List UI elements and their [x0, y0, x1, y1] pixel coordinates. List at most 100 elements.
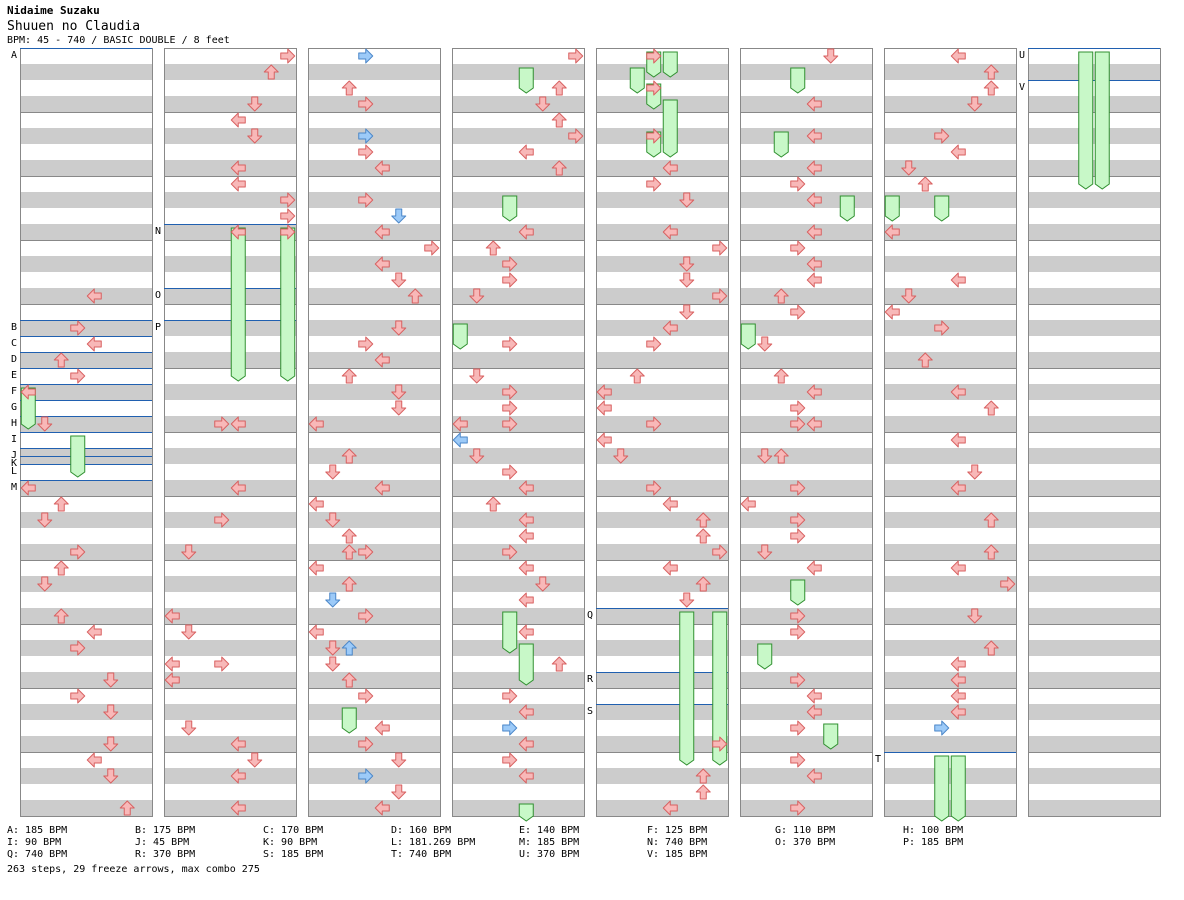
dance-arrow-icon	[662, 320, 678, 336]
bpm-marker-label: I	[11, 434, 17, 445]
dance-arrow-icon	[679, 192, 695, 208]
dance-arrow-icon	[374, 224, 390, 240]
dance-arrow-icon	[358, 336, 374, 352]
dance-arrow-icon	[502, 336, 518, 352]
dance-arrow-icon	[391, 384, 407, 400]
dance-arrow-icon	[358, 768, 374, 784]
dance-arrow-icon	[790, 480, 806, 496]
dance-arrow-icon	[214, 656, 230, 672]
dance-arrow-icon	[518, 624, 534, 640]
dance-arrow-icon	[374, 256, 390, 272]
dance-arrow-icon	[695, 512, 711, 528]
dance-arrow-icon	[518, 592, 534, 608]
dance-arrow-icon	[86, 624, 102, 640]
dance-arrow-icon	[341, 448, 357, 464]
dance-arrow-icon	[502, 400, 518, 416]
dance-arrow-icon	[790, 240, 806, 256]
dance-arrow-icon	[37, 512, 53, 528]
dance-arrow-icon	[502, 272, 518, 288]
bpm-marker-label: V	[1019, 82, 1025, 93]
bpm-legend-entry: A: 185 BPM	[7, 825, 68, 836]
freeze-arrow-icon	[280, 227, 296, 382]
bpm-marker-label: L	[11, 466, 17, 477]
dance-arrow-icon	[341, 528, 357, 544]
dance-arrow-icon	[181, 624, 197, 640]
chart-column	[452, 48, 585, 817]
dance-arrow-icon	[679, 304, 695, 320]
freeze-arrow-icon	[884, 195, 900, 222]
dance-arrow-icon	[37, 576, 53, 592]
dance-arrow-icon	[950, 432, 966, 448]
dance-arrow-icon	[568, 48, 584, 64]
dance-arrow-icon	[568, 128, 584, 144]
bpm-legend-entry: K: 90 BPM	[263, 837, 318, 848]
dance-arrow-icon	[485, 240, 501, 256]
dance-arrow-icon	[358, 192, 374, 208]
dance-arrow-icon	[308, 416, 324, 432]
dance-arrow-icon	[551, 656, 567, 672]
dance-arrow-icon	[341, 640, 357, 656]
dance-arrow-icon	[695, 784, 711, 800]
dance-arrow-icon	[596, 432, 612, 448]
dance-arrow-icon	[391, 272, 407, 288]
freeze-arrow-icon	[502, 611, 518, 654]
dance-arrow-icon	[230, 416, 246, 432]
freeze-arrow-icon	[70, 435, 86, 478]
dance-arrow-icon	[469, 448, 485, 464]
dance-arrow-icon	[70, 544, 86, 560]
dance-arrow-icon	[37, 416, 53, 432]
dance-arrow-icon	[485, 496, 501, 512]
chart-meta: BPM: 45 - 740 / BASIC DOUBLE / 8 feet	[7, 35, 230, 46]
dance-arrow-icon	[967, 464, 983, 480]
bpm-legend-entry: I: 90 BPM	[7, 837, 62, 848]
dance-arrow-icon	[950, 48, 966, 64]
freeze-arrow-icon	[518, 643, 534, 686]
dance-arrow-icon	[950, 560, 966, 576]
freeze-arrow-icon	[230, 227, 246, 382]
dance-arrow-icon	[374, 160, 390, 176]
dance-arrow-icon	[280, 224, 296, 240]
dance-arrow-icon	[103, 704, 119, 720]
dance-arrow-icon	[325, 512, 341, 528]
dance-arrow-icon	[806, 224, 822, 240]
dance-arrow-icon	[806, 560, 822, 576]
dance-arrow-icon	[374, 352, 390, 368]
dance-arrow-icon	[629, 368, 645, 384]
dance-arrow-icon	[341, 80, 357, 96]
dance-arrow-icon	[983, 640, 999, 656]
dance-arrow-icon	[308, 560, 324, 576]
dance-arrow-icon	[502, 416, 518, 432]
dance-arrow-icon	[646, 176, 662, 192]
dance-arrow-icon	[391, 784, 407, 800]
dance-arrow-icon	[679, 592, 695, 608]
dance-arrow-icon	[806, 256, 822, 272]
dance-arrow-icon	[280, 208, 296, 224]
dance-arrow-icon	[358, 144, 374, 160]
dance-arrow-icon	[358, 608, 374, 624]
dance-arrow-icon	[325, 656, 341, 672]
dance-arrow-icon	[53, 352, 69, 368]
dance-arrow-icon	[712, 736, 728, 752]
bpm-marker-label: G	[11, 402, 17, 413]
dance-arrow-icon	[806, 688, 822, 704]
bpm-marker-label: C	[11, 338, 17, 349]
dance-arrow-icon	[806, 96, 822, 112]
bpm-marker-label: T	[875, 754, 881, 765]
dance-arrow-icon	[806, 416, 822, 432]
dance-arrow-icon	[551, 112, 567, 128]
dance-arrow-icon	[502, 384, 518, 400]
bpm-marker-label: N	[155, 226, 161, 237]
dance-arrow-icon	[518, 144, 534, 160]
dance-arrow-icon	[646, 48, 662, 64]
dance-arrow-icon	[646, 80, 662, 96]
dance-arrow-icon	[596, 384, 612, 400]
bpm-legend: A: 185 BPM B: 175 BPM C: 170 BPM D: 160 BPM…	[7, 825, 1107, 865]
dance-arrow-icon	[950, 480, 966, 496]
dance-arrow-icon	[230, 768, 246, 784]
bpm-marker-label: U	[1019, 50, 1025, 61]
freeze-arrow-icon	[934, 195, 950, 222]
bpm-marker-label: R	[587, 674, 594, 685]
dance-arrow-icon	[502, 464, 518, 480]
dance-arrow-icon	[596, 400, 612, 416]
